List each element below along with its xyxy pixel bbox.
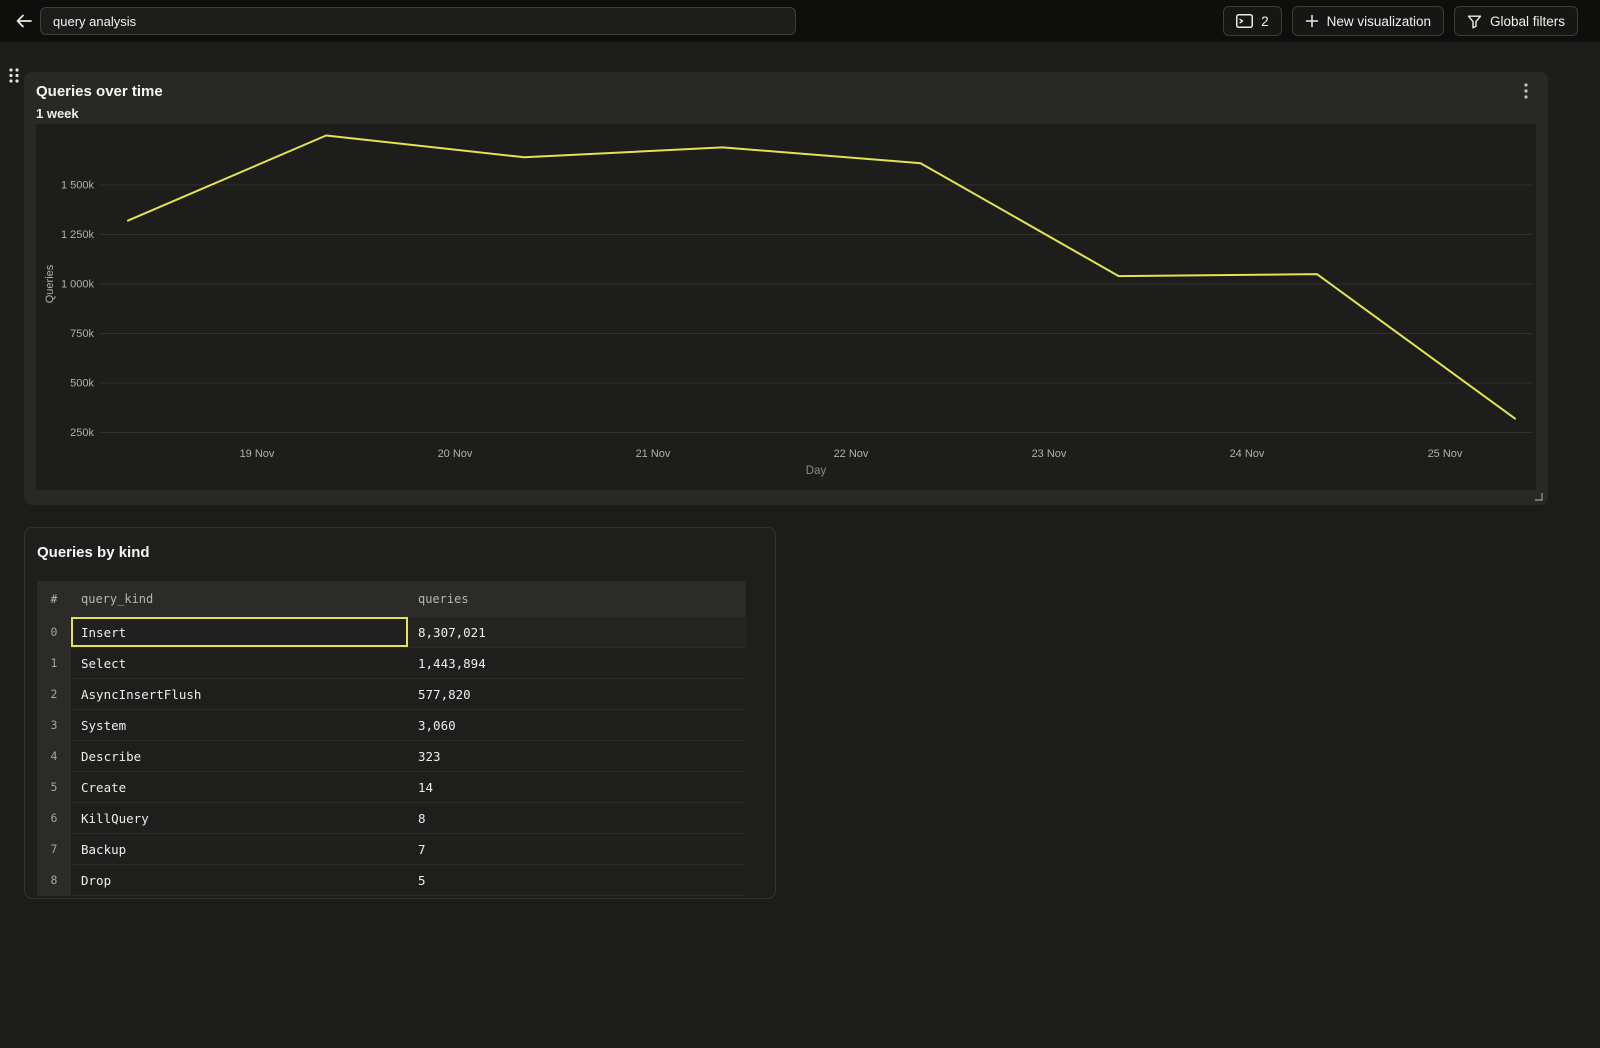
sql-console-icon (1236, 14, 1254, 28)
global-filters-label: Global filters (1489, 13, 1565, 29)
top-bar-actions: 2 New visualization Global filters (1223, 6, 1578, 36)
table-cell[interactable]: 5 (408, 865, 746, 896)
top-bar: 2 New visualization Global filters (0, 0, 1600, 42)
table-selected-cell[interactable]: Insert (71, 617, 408, 648)
new-visualization-label: New visualization (1326, 13, 1431, 29)
y-tick-label: 250k (70, 427, 94, 439)
y-tick-label: 1 000k (61, 279, 95, 291)
arrow-left-icon (15, 14, 33, 28)
table-row-index-cell: 4 (37, 741, 71, 772)
dashboard-title-input[interactable] (40, 7, 796, 35)
table-header-row: # query_kind queries (37, 581, 746, 617)
y-axis-title: Queries (44, 264, 56, 303)
table-row-index-cell: 2 (37, 679, 71, 710)
table-cell[interactable]: System (71, 710, 408, 741)
chart-panel-queries-over-time: Queries over time 1 week 1 500k 1 250k 1 0… (24, 72, 1548, 505)
queries-by-kind-table: # query_kind queries 0 Insert 8,307,021 1 Selec… (37, 581, 746, 896)
table-row-index-cell: 7 (37, 834, 71, 865)
table-cell[interactable]: Describe (71, 741, 408, 772)
x-tick-label: 23 Nov (1032, 448, 1067, 460)
table-cell[interactable]: 8 (408, 803, 746, 834)
x-tick-label: 24 Nov (1230, 448, 1265, 460)
table-row: 0 Insert 8,307,021 (37, 617, 746, 648)
table-row: 7 Backup 7 (37, 834, 746, 865)
table-row: 1 Select 1,443,894 (37, 648, 746, 679)
new-visualization-button[interactable]: New visualization (1291, 6, 1444, 36)
table-cell[interactable]: 14 (408, 772, 746, 803)
table-cell[interactable]: 3,060 (408, 710, 746, 741)
y-tick-label: 1 500k (61, 180, 95, 192)
global-filters-button[interactable]: Global filters (1453, 6, 1578, 36)
table-cell[interactable]: Select (71, 648, 408, 679)
chart-panel-menu-button[interactable] (1516, 80, 1536, 102)
y-tick-label: 750k (70, 328, 94, 340)
table-row: 6 KillQuery 8 (37, 803, 746, 834)
table-cell[interactable]: 8,307,021 (408, 617, 746, 648)
y-tick-label: 500k (70, 378, 94, 390)
table-cell[interactable]: 7 (408, 834, 746, 865)
table-cell[interactable]: 1,443,894 (408, 648, 746, 679)
chart-panel-title: Queries over time (36, 83, 163, 100)
table-row-index-cell: 1 (37, 648, 71, 679)
x-tick-label: 20 Nov (438, 448, 473, 460)
panel-drag-handle[interactable] (6, 66, 22, 84)
funnel-icon (1467, 14, 1482, 29)
x-tick-label: 22 Nov (834, 448, 869, 460)
table-cell[interactable]: Backup (71, 834, 408, 865)
panel-resize-handle[interactable] (1533, 491, 1543, 501)
kebab-vertical-icon (1524, 83, 1528, 99)
x-axis-title: Day (806, 465, 827, 477)
x-tick-label: 19 Nov (240, 448, 275, 460)
table-cell[interactable]: AsyncInsertFlush (71, 679, 408, 710)
y-tick-label: 1 250k (61, 229, 95, 241)
table-panel-queries-by-kind: Queries by kind # query_kind queries 0 Inser… (24, 527, 776, 899)
table-header-cell: # (37, 581, 71, 617)
table-row-index-cell: 3 (37, 710, 71, 741)
queries-series-line (127, 134, 1516, 420)
table-row: 3 System 3,060 (37, 710, 746, 741)
sql-console-count-button[interactable]: 2 (1223, 6, 1282, 36)
console-count-label: 2 (1261, 13, 1269, 29)
table-row-index-cell: 0 (37, 617, 71, 648)
table-panel-title: Queries by kind (37, 544, 150, 561)
table-row-index-cell: 8 (37, 865, 71, 896)
line-chart-plot-area: 1 500k 1 250k 1 000k 750k 500k 250k Queries 19 … (36, 124, 1536, 490)
table-row: 5 Create 14 (37, 772, 746, 803)
plus-icon (1305, 14, 1319, 28)
table-cell[interactable]: 577,820 (408, 679, 746, 710)
table-cell[interactable]: KillQuery (71, 803, 408, 834)
back-button[interactable] (10, 7, 38, 35)
table-cell[interactable]: 323 (408, 741, 746, 772)
table-header-cell: query_kind (81, 592, 154, 606)
table-row-index-cell: 5 (37, 772, 71, 803)
table-row-index-cell: 6 (37, 803, 71, 834)
x-tick-label: 21 Nov (636, 448, 671, 460)
corner-resize-icon (1534, 492, 1543, 501)
table-cell[interactable]: Drop (71, 865, 408, 896)
queries-over-time-line-chart: 1 500k 1 250k 1 000k 750k 500k 250k Queries 19 … (44, 134, 1532, 477)
grip-dots-icon (8, 67, 20, 84)
chart-panel-subtitle: 1 week (36, 106, 79, 121)
x-tick-label: 25 Nov (1428, 448, 1463, 460)
table-header-cell: queries (418, 592, 469, 606)
table-row: 8 Drop 5 (37, 865, 746, 896)
table-row: 2 AsyncInsertFlush 577,820 (37, 679, 746, 710)
table-row: 4 Describe 323 (37, 741, 746, 772)
table-cell[interactable]: Create (71, 772, 408, 803)
